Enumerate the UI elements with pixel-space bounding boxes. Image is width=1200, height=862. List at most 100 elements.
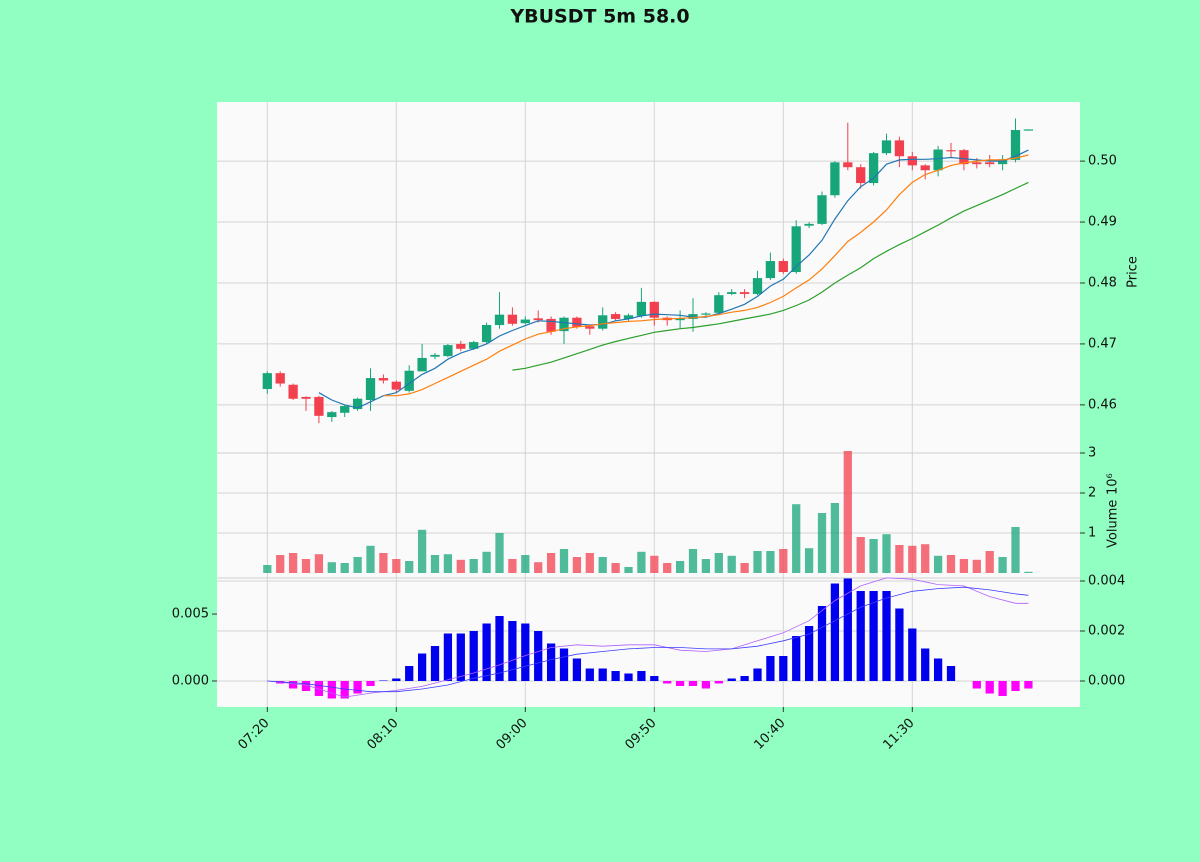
candle-body [275,373,285,384]
y-tick-label: 2 [1088,486,1096,501]
volume-bar [456,559,465,573]
macd-histogram-bar [804,626,814,681]
candle-body [791,226,801,273]
y-tick-label: 0.46 [1088,397,1117,412]
y-tick-label: 0.000 [1088,674,1125,689]
candle-body [572,317,582,327]
candle-body [933,149,943,171]
candle-body [675,318,685,321]
candle-body [636,301,647,316]
macd-histogram-bar [779,656,788,681]
volume-bar [392,559,401,573]
y-tick-label: 1 [1088,526,1096,541]
macd-histogram-bar [585,668,594,681]
candle-body [340,406,350,413]
macd-histogram-bar [908,628,917,681]
macd-histogram-bar [688,681,698,686]
candle-body [714,295,724,313]
y-tick-label: 0.47 [1088,336,1117,351]
volume-bar [740,563,749,573]
volume-bar [572,557,582,573]
candle-body [894,140,905,157]
macd-histogram-bar [327,681,336,699]
candle-body [1010,130,1021,160]
volume-bar [688,549,698,573]
macd-histogram-bar [701,681,711,689]
macd-histogram-bar [546,643,556,681]
volume-bar [443,554,453,573]
volume-bar [585,553,594,573]
candle-body [765,261,776,279]
macd-histogram-bar [637,671,646,681]
candle-body [649,301,659,318]
y-tick-label: 0.005 [172,607,209,622]
macd-histogram-bar [856,591,865,681]
macd-histogram-bar [933,658,943,681]
candle-body [739,292,750,294]
volume-bar [921,544,930,573]
candle-body [443,345,453,357]
macd-histogram-bar [650,676,659,681]
macd-histogram-bar [469,631,478,681]
macd-histogram-bar [792,636,801,681]
volume-bar [753,551,762,573]
macd-histogram-bar [572,658,582,681]
volume-bar [508,559,517,573]
candle-body [417,357,427,372]
candle-body [946,150,956,152]
candle-body [778,261,788,273]
candle-body [288,384,298,399]
candle-body [610,314,621,319]
volume-bar [482,551,491,573]
volume-bar [276,555,285,573]
candle-body [546,318,556,332]
candle-body [301,396,311,399]
macd-histogram-bar [817,606,827,681]
candle-body [972,162,982,165]
macd-histogram-bar [366,681,375,686]
volume-bar [598,557,607,573]
volume-bar [675,561,685,573]
volume-bar [379,553,388,573]
candle-body [352,398,363,410]
volume-bar [985,551,994,573]
macd-histogram-bar [521,623,530,681]
volume-bar [869,539,878,573]
candle-body [997,159,1008,165]
candle-body [585,326,595,329]
candle-body [856,167,866,184]
volume-bar [366,545,375,573]
y-axis-label: Price [1126,256,1141,288]
candle-body [559,317,569,332]
macd-histogram-bar [714,681,723,684]
macd-histogram-bar [559,648,569,681]
volume-bar [611,563,620,573]
macd-histogram-bar [534,631,543,681]
y-tick-label: 0.50 [1088,154,1117,169]
y-tick-label: 0.004 [1088,574,1125,589]
candle-body [507,314,518,324]
y-tick-label: 0.000 [172,674,209,689]
y-tick-label: 0.49 [1088,215,1117,230]
macd-histogram-bar [766,656,775,681]
y-tick-label: 3 [1088,446,1096,461]
macd-histogram-bar [598,668,607,681]
volume-bar [314,554,324,573]
macd-histogram-bar [340,681,349,699]
volume-bar [637,551,646,573]
candle-body [985,162,995,165]
macd-histogram-bar [895,608,904,681]
candle-body [868,153,879,184]
y-tick-label: 0.48 [1088,275,1117,290]
macd-histogram-bar [495,616,504,681]
volume-bar [288,553,298,573]
volume-bar [405,561,414,573]
chart-title: YBUSDT 5m 58.0 [509,6,689,28]
candle-body [920,165,930,171]
candle-body [391,381,401,390]
macd-histogram-bar [830,583,840,681]
volume-bar [353,557,362,573]
macd-histogram-bar [675,681,685,686]
volume-bar [624,567,633,573]
